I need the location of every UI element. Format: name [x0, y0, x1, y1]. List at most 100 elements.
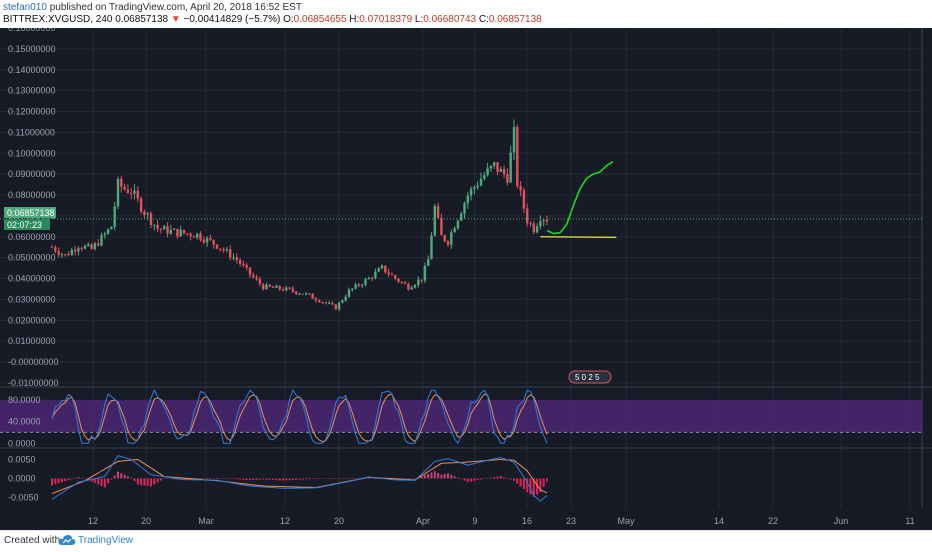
macd-histogram-bar	[301, 478, 304, 480]
macd-histogram-bar	[476, 478, 479, 481]
macd-histogram-bar	[103, 478, 106, 488]
macd-histogram-bar	[57, 478, 60, 484]
macd-histogram-bar	[311, 478, 314, 480]
stoch-badge[interactable]: 5 0 2 5	[575, 373, 600, 382]
macd-histogram-bar	[265, 478, 268, 480]
candle-body	[370, 277, 374, 279]
macd-histogram-bar	[509, 478, 512, 480]
candle-body	[380, 265, 384, 269]
macd-histogram-bar	[74, 478, 77, 479]
macd-histogram-bar	[80, 477, 83, 479]
macd-histogram-bar	[169, 478, 172, 480]
candle-body	[159, 228, 163, 230]
candle-body	[476, 185, 479, 188]
x-tick-label: 12	[280, 516, 290, 526]
macd-pane[interactable]	[51, 455, 548, 502]
candle-body	[489, 165, 493, 169]
candle-body	[347, 289, 351, 297]
macd-histogram-bar	[252, 478, 255, 481]
candle-body	[407, 283, 410, 290]
candle-body	[133, 190, 136, 194]
y-tick-label: 0.01000000	[8, 336, 56, 346]
candle-body	[238, 260, 242, 264]
candle-body	[252, 274, 255, 278]
macd-histogram-bar	[295, 478, 298, 480]
macd-histogram-bar	[209, 478, 212, 479]
candle-body	[318, 300, 321, 303]
macd-histogram-bar	[298, 478, 301, 480]
y-tick-label: 0.06000000	[8, 232, 56, 242]
macd-histogram-bar	[133, 478, 136, 482]
macd-histogram-bar	[324, 478, 327, 479]
macd-histogram-bar	[117, 471, 119, 479]
macd-histogram-bar	[242, 478, 245, 480]
candle-body	[80, 248, 83, 250]
macd-histogram-bar	[447, 473, 449, 479]
candle-body	[420, 279, 423, 281]
macd-histogram-bar	[235, 478, 238, 480]
macd-histogram-bar	[331, 478, 334, 479]
projection-path[interactable]	[546, 160, 614, 235]
macd-histogram-bar	[542, 478, 545, 487]
close-value: 0.06857138	[488, 14, 542, 25]
y-tick-label: -0.01000000	[8, 378, 59, 388]
candle-body	[321, 302, 324, 304]
macd-histogram-bar	[532, 478, 535, 497]
macd-histogram-bar	[480, 478, 482, 480]
candle-body	[176, 228, 179, 237]
candle-body	[331, 303, 334, 305]
x-tick-label: 9	[472, 516, 477, 526]
macd-y-tick-label: -0.0050	[8, 492, 39, 502]
candle-body	[212, 239, 215, 245]
candle-body	[351, 288, 354, 290]
macd-histogram-bar	[70, 478, 73, 480]
candle-body	[242, 263, 245, 266]
x-tick-label: 11	[905, 516, 914, 526]
candle-body	[106, 229, 110, 234]
candle-body	[248, 267, 252, 275]
macd-histogram-bar	[239, 478, 242, 480]
stochastic-rsi-pane[interactable]	[0, 388, 922, 445]
y-tick-label: 0.08000000	[8, 190, 56, 200]
y-tick-label: 0.02000000	[8, 315, 56, 325]
x-axis-strip	[0, 508, 932, 530]
candle-body	[182, 229, 186, 234]
candle-body	[341, 300, 344, 303]
stoch-badge-bg[interactable]	[568, 370, 612, 384]
macd-histogram-bar	[529, 478, 532, 495]
publish-info: stefan010 published on TradingView.com, …	[3, 2, 302, 13]
candle-body	[361, 284, 364, 286]
macd-histogram-bar	[120, 473, 123, 479]
tradingview-brand[interactable]: TradingView	[78, 535, 134, 546]
macd-histogram-bar	[341, 478, 344, 479]
macd-histogram-bar	[308, 478, 311, 480]
x-tick-label: 14	[714, 516, 724, 526]
support-line[interactable]	[540, 236, 617, 238]
price-badge-bg	[4, 207, 56, 218]
candle-body	[522, 190, 526, 209]
macd-histogram-bar	[420, 476, 423, 479]
x-tick-label: May	[617, 516, 635, 526]
tradingview-cloud-icon[interactable]	[58, 533, 76, 552]
macd-histogram-bar	[113, 475, 116, 479]
candle-body	[149, 213, 153, 225]
candle-body	[67, 254, 70, 256]
macd-histogram-bar	[539, 478, 542, 493]
x-tick-label: Apr	[416, 516, 430, 526]
candle-body	[136, 190, 139, 199]
candle-body	[225, 249, 229, 251]
macd-histogram-bar	[351, 478, 354, 479]
candle-body	[120, 178, 123, 187]
candle-body	[291, 288, 295, 292]
macd-histogram-bar	[275, 478, 278, 481]
candle-body	[334, 304, 337, 310]
x-tick-label: 20	[334, 516, 344, 526]
macd-histogram-bar	[97, 478, 100, 485]
author-link[interactable]: stefan010	[3, 2, 47, 13]
chart-canvas[interactable]: 1220Mar1220Apr91623May1422Jun111220Mar12…	[0, 28, 932, 530]
candle-body	[295, 291, 298, 294]
candle-body	[460, 213, 463, 221]
price-pane[interactable]	[0, 119, 922, 312]
candle-body	[93, 243, 97, 249]
time-badge-bg	[4, 219, 50, 230]
